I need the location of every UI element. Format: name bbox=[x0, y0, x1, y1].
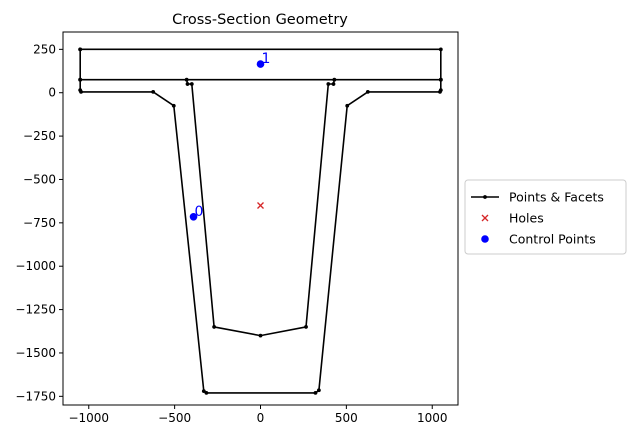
facet-point bbox=[345, 103, 350, 108]
y-tick-label: 250 bbox=[33, 42, 56, 56]
facet-point bbox=[438, 77, 443, 82]
chart-title: Cross-Section Geometry bbox=[172, 12, 348, 28]
legend-label: Holes bbox=[509, 211, 544, 226]
legend-x-icon bbox=[481, 214, 489, 222]
legend-box bbox=[464, 179, 627, 255]
y-tick-label: −1500 bbox=[15, 346, 56, 360]
facet-point bbox=[258, 333, 263, 338]
facet-point bbox=[332, 77, 337, 82]
x-tick-label: −1000 bbox=[68, 411, 109, 425]
y-tick-label: −1250 bbox=[15, 303, 56, 317]
legend-circle-icon bbox=[481, 235, 489, 243]
facet-point bbox=[151, 89, 156, 94]
facet-point bbox=[304, 325, 308, 329]
legend-label: Points & Facets bbox=[509, 190, 604, 205]
legend: Points & Facets Holes Control Points bbox=[464, 179, 627, 255]
facet-point bbox=[78, 47, 83, 52]
control-point bbox=[189, 212, 198, 221]
facet-line-1 bbox=[79, 79, 442, 394]
plot-frame bbox=[62, 31, 459, 406]
facet-point bbox=[316, 388, 321, 393]
facet-point bbox=[313, 390, 318, 395]
y-tick-label: −1000 bbox=[15, 259, 56, 273]
facet-point bbox=[438, 47, 443, 52]
x-axis: −1000 −500 0 500 1000 bbox=[68, 405, 448, 425]
facet-point bbox=[365, 89, 370, 94]
facet-point bbox=[171, 103, 176, 108]
x-tick-label: 0 bbox=[257, 411, 265, 425]
y-tick-label: −750 bbox=[23, 216, 56, 230]
legend-dot-icon bbox=[483, 195, 487, 199]
facet-point bbox=[204, 390, 209, 395]
legend-item: Points & Facets bbox=[471, 190, 604, 205]
x-tick-label: 1000 bbox=[417, 411, 448, 425]
legend-item: Control Points bbox=[481, 232, 596, 247]
facet-line-2 bbox=[185, 79, 336, 337]
x-tick-label: 500 bbox=[335, 411, 358, 425]
facet-point bbox=[438, 88, 443, 93]
control-point bbox=[256, 60, 265, 68]
facet-point bbox=[78, 77, 83, 82]
y-axis: 250 0 −250 −500 −750 −1000 −1250 −1500 −1750 bbox=[15, 42, 63, 403]
x-tick-label: −500 bbox=[158, 411, 191, 425]
legend-label: Control Points bbox=[509, 232, 596, 247]
legend-item: Holes bbox=[481, 211, 544, 226]
y-tick-label: −250 bbox=[23, 129, 56, 143]
y-tick-label: 0 bbox=[48, 86, 56, 100]
facet-point bbox=[184, 77, 189, 82]
hole-marker bbox=[257, 202, 264, 209]
facet-point bbox=[189, 82, 194, 86]
control-point-label: 1 bbox=[262, 51, 271, 67]
control-point-label: 0 bbox=[195, 204, 204, 220]
y-tick-label: −500 bbox=[23, 172, 56, 186]
facet-point bbox=[212, 325, 217, 329]
facet-point bbox=[331, 82, 336, 86]
facet-point bbox=[326, 82, 331, 86]
facet-point bbox=[79, 89, 83, 94]
plot-content: 01 bbox=[78, 47, 443, 395]
y-tick-label: −1750 bbox=[15, 389, 56, 403]
facet-point bbox=[185, 82, 190, 86]
